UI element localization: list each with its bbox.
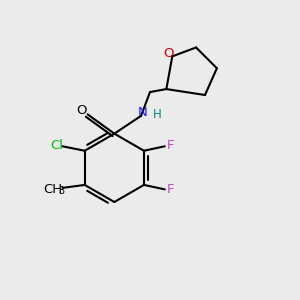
Text: CH: CH (44, 183, 62, 196)
Text: F: F (166, 184, 174, 196)
Text: 3: 3 (58, 187, 64, 196)
Text: Cl: Cl (51, 139, 64, 152)
Text: N: N (137, 106, 147, 119)
Text: O: O (76, 104, 86, 117)
Text: F: F (166, 139, 174, 152)
Text: H: H (153, 108, 162, 122)
Text: O: O (164, 47, 174, 61)
